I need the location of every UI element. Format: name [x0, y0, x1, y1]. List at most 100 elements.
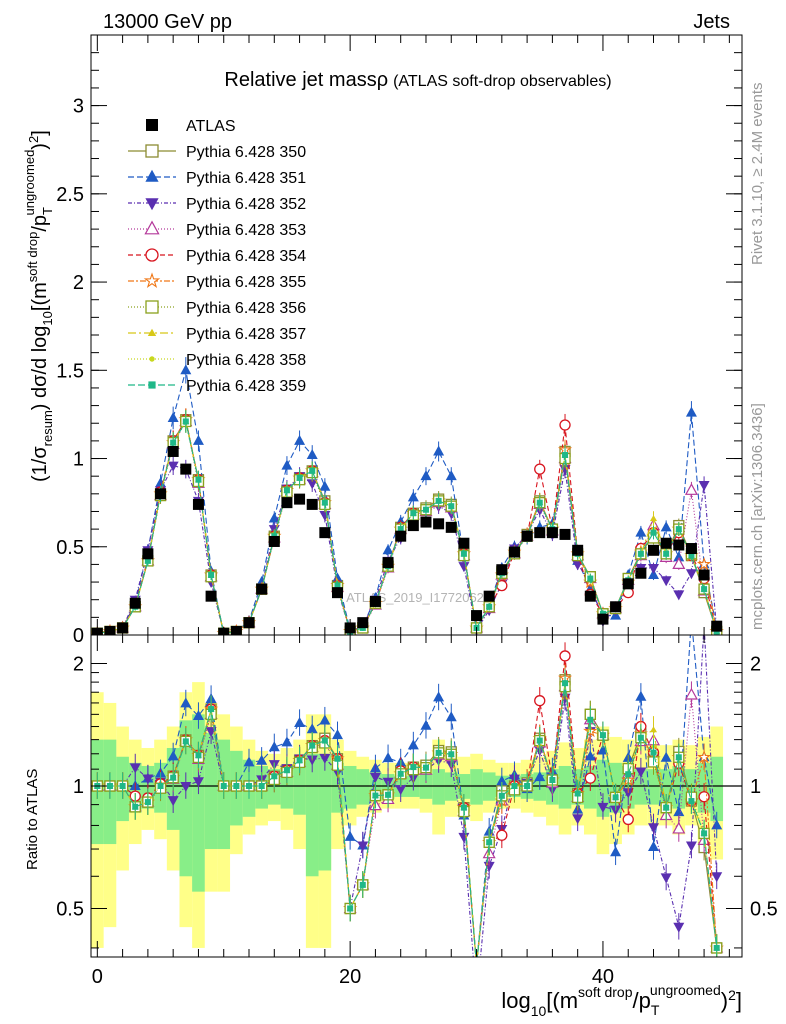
ratio-point-351-44	[648, 840, 660, 851]
y-tick-label-5: 2.5	[56, 184, 84, 206]
point-ATLAS-42	[622, 578, 634, 590]
point-351-47	[685, 406, 697, 417]
point-ATLAS-24	[395, 530, 407, 542]
ratio-point-351-27	[433, 691, 445, 702]
ratio-point-359-27	[435, 749, 442, 756]
ratio-point-352-40	[597, 802, 609, 813]
point-359-45	[663, 550, 670, 557]
ratio-y-tick-label-2: 2	[73, 654, 84, 676]
ratio-point-359-13	[258, 782, 265, 789]
ratio-y-tick-label-1: 1	[73, 776, 84, 798]
watermark: ATLAS_2019_I1772062	[346, 590, 484, 605]
ratio-point-359-6	[170, 774, 177, 781]
ratio-point-359-40	[599, 732, 606, 739]
ratio-point-359-8	[195, 752, 202, 759]
point-ATLAS-11	[230, 625, 242, 635]
ratio-y-tick-label-0: 0.5	[56, 898, 84, 920]
legend-item-355: Pythia 6.428 355	[128, 272, 306, 291]
point-351-27	[433, 445, 445, 456]
point-352-29	[458, 562, 470, 573]
point-ATLAS-36	[546, 527, 558, 539]
ratio-series-359	[94, 669, 720, 968]
point-ATLAS-39	[584, 590, 596, 602]
ratio-point-359-45	[663, 804, 670, 811]
legend: ATLAS Pythia 6.428 350 Pythia 6.428 351 Pyt…	[128, 118, 306, 395]
band-inner-43	[634, 769, 648, 805]
ratio-point-359-44	[650, 749, 657, 756]
point-ATLAS-1	[104, 625, 116, 635]
point-359-15	[283, 487, 290, 494]
ratio-point-359-25	[410, 764, 417, 771]
point-ATLAS-27	[433, 518, 445, 530]
ratio-line-359	[97, 683, 718, 957]
point-359-37	[562, 452, 569, 458]
point-352-45	[660, 576, 672, 587]
point-351-44	[648, 569, 660, 579]
ratio-point-351-25	[407, 739, 419, 750]
ratio-point-359-12	[246, 782, 253, 789]
main-y-axis-label: (1/σresum) dσ/d log10[(msoft drop/pTungr…	[22, 130, 55, 482]
point-359-24	[397, 526, 404, 533]
ratio-point-359-2	[119, 782, 126, 789]
point-359-7	[182, 418, 189, 425]
ratio-point-359-29	[460, 804, 467, 811]
point-359-46	[675, 526, 682, 533]
ratio-point-359-22	[372, 792, 379, 799]
legend-item-357: Pythia 6.428 357	[128, 326, 306, 343]
ratio-point-351-16	[294, 716, 306, 727]
ratio-point-355-48	[696, 749, 712, 764]
ratio-y-axis-label: Ratio to ATLAS	[24, 769, 41, 870]
point-ATLAS-29	[458, 537, 470, 549]
point-ATLAS-49	[711, 620, 723, 632]
band-inner-37	[558, 765, 572, 809]
x-axis-label: log10[(msoft drop/pTungroomed)2]	[501, 982, 742, 1019]
point-353-47	[684, 483, 698, 495]
ratio-point-359-30	[474, 962, 480, 968]
ratio-point-353-47	[684, 687, 698, 700]
legend-label-ATLAS: ATLAS	[186, 118, 236, 135]
band-inner-18	[318, 753, 332, 871]
point-ATLAS-47	[685, 543, 697, 555]
ratio-point-351-14	[268, 741, 280, 752]
ratio-point-359-1	[106, 782, 113, 789]
ratio-point-351-28	[445, 711, 457, 722]
header-right: Jets	[693, 11, 730, 33]
y-tick-label-4: 2	[73, 272, 84, 294]
ratio-point-350-30	[472, 960, 482, 970]
ratio-point-351-23	[382, 752, 394, 763]
point-359-35	[536, 499, 543, 506]
ratio-point-359-3	[132, 803, 139, 810]
point-ATLAS-15	[281, 497, 293, 509]
ratio-point-354-37	[559, 650, 571, 662]
point-ATLAS-32	[496, 564, 508, 576]
ratio-point-354-35	[534, 695, 546, 707]
ratio-y-tick-label-right-1: 1	[750, 776, 761, 798]
legend-label-350: Pythia 6.428 350	[186, 144, 306, 161]
header-left: 13000 GeV pp	[103, 11, 232, 33]
ratio-point-352-42	[622, 788, 634, 799]
point-ATLAS-19	[331, 587, 343, 599]
point-352-47	[685, 569, 697, 580]
legend-item-356: Pythia 6.428 356	[128, 300, 306, 317]
ratio-y-tick-label-right-0: 0.5	[750, 898, 778, 920]
legend-item-359: Pythia 6.428 359	[128, 378, 306, 395]
ratio-point-352-9	[205, 727, 217, 738]
point-359-48	[701, 586, 708, 593]
legend-label-355: Pythia 6.428 355	[186, 274, 306, 291]
ratio-point-351-40	[597, 744, 609, 755]
main-series-layer	[91, 357, 724, 635]
point-ATLAS-44	[648, 544, 660, 556]
legend-label-352: Pythia 6.428 352	[186, 196, 306, 213]
ratio-point-359-34	[524, 782, 531, 789]
ratio-point-352-24	[395, 785, 407, 796]
ratio-point-357-30	[473, 961, 480, 967]
legend-item-354: Pythia 6.428 354	[128, 248, 306, 265]
band-inner-44	[647, 769, 660, 805]
point-351-25	[407, 491, 419, 502]
point-ATLAS-13	[256, 583, 268, 595]
ratio-point-356-30	[472, 960, 482, 970]
ratio-point-359-31	[486, 839, 493, 846]
band-inner-9	[204, 732, 218, 850]
ratio-panel: 0.5 0.51 12 20 20 40 Ratio to ATLAS log10[(ms…	[24, 634, 778, 1019]
